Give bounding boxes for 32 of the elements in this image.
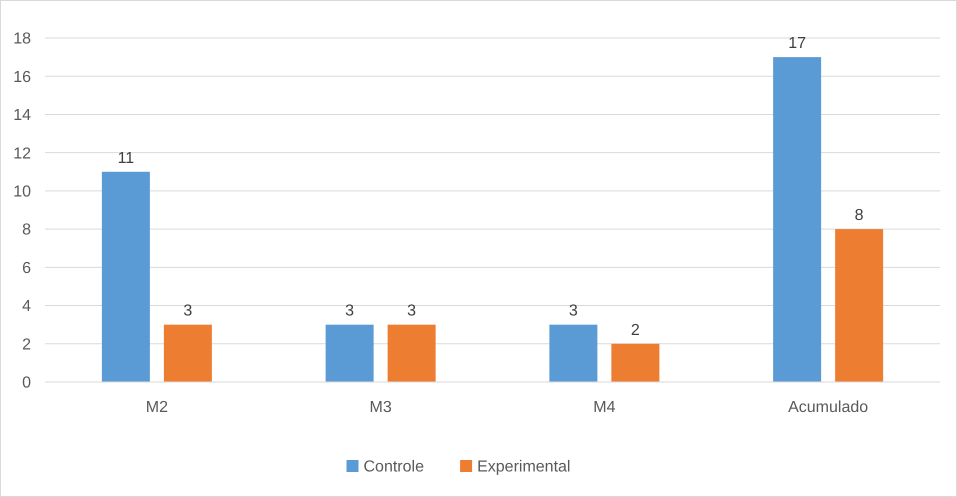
y-tick-label: 2 xyxy=(22,336,32,354)
bar xyxy=(611,344,660,382)
bar xyxy=(164,324,212,382)
bar xyxy=(388,324,436,382)
data-label: 3 xyxy=(568,302,578,320)
x-tick-label: M3 xyxy=(370,399,392,416)
y-tick-label: 8 xyxy=(22,222,32,239)
data-label: 2 xyxy=(630,322,640,339)
bar xyxy=(549,324,598,382)
y-tick-label: 4 xyxy=(22,298,32,316)
y-tick-label: 10 xyxy=(13,183,32,200)
bar xyxy=(773,57,822,382)
x-tick-label: M4 xyxy=(593,399,616,416)
y-tick-label: 18 xyxy=(13,30,32,48)
x-tick-label: M2 xyxy=(146,399,168,416)
y-tick-label: 6 xyxy=(22,260,32,277)
bar xyxy=(835,229,884,382)
data-label: 8 xyxy=(854,207,864,224)
y-tick-label: 16 xyxy=(13,68,32,86)
bar xyxy=(102,172,150,382)
bar xyxy=(326,324,374,382)
legend-label: Experimental xyxy=(477,458,570,476)
y-tick-label: 0 xyxy=(22,374,32,392)
y-tick-label: 12 xyxy=(13,145,32,162)
y-tick-label: 14 xyxy=(13,107,32,124)
x-tick-label: Acumulado xyxy=(788,399,868,416)
data-label: 3 xyxy=(183,302,192,320)
data-label: 17 xyxy=(788,35,806,52)
legend-label: Controle xyxy=(364,458,424,476)
data-label: 11 xyxy=(118,150,134,167)
data-label: 3 xyxy=(407,302,416,320)
data-label: 3 xyxy=(345,302,354,320)
